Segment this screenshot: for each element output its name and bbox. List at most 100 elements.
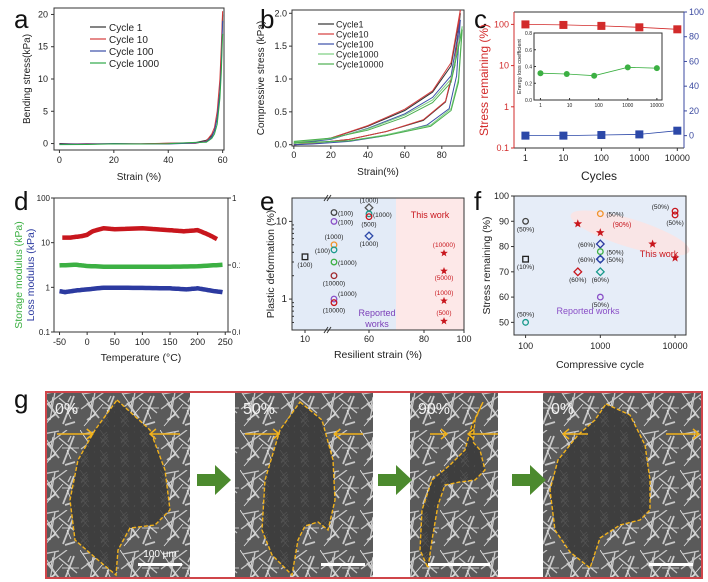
x-tick-label: 100 [518, 341, 533, 351]
y-right-tick-label: 0.1 [232, 261, 240, 270]
x-tick-label: 10 [300, 334, 310, 344]
right-series-marker [597, 131, 606, 140]
y-left-tick-label: 0.1 [39, 328, 51, 337]
scale-bar-2 [428, 563, 490, 566]
chart-f-stress-vs-cycle: 100 1000 10000 50 60 70 80 90 100 Compressive cyc… [481, 191, 690, 371]
x-tick-label: 0 [291, 150, 296, 160]
reported-point-label: (1000) [373, 212, 392, 219]
x-tick-label: 250 [218, 337, 233, 347]
y-tick-label: 20 [38, 9, 48, 19]
reported-point-label: (50%) [606, 212, 623, 219]
y-tick-label: 60 [499, 292, 509, 302]
x-tick-label: 100 [456, 334, 471, 344]
reported-point [595, 239, 606, 249]
panel-label-f: f [474, 186, 482, 216]
y-tick-label: 90 [499, 216, 509, 226]
strain-label-1: 50% [243, 401, 275, 418]
this-work-star [440, 249, 448, 257]
y-left-tick-label: 10 [41, 239, 50, 248]
x-tick-label: 80 [437, 150, 447, 160]
inset-marker [653, 65, 660, 72]
inset-y-tick-label: 0.0 [525, 98, 532, 104]
series-trace-2 [59, 285, 223, 295]
y-tick-label: 10 [38, 74, 48, 84]
y-left-tick-label: 100 [37, 194, 51, 203]
this-work-label: (1000) [435, 290, 454, 297]
reported-works-text: works [364, 319, 389, 329]
reported-works-text: Reported works [556, 306, 620, 316]
reported-point-label: (50%) [592, 302, 609, 309]
y-left-axis-label-storage: Storage modulus (kPa) [13, 221, 25, 328]
reported-point [595, 267, 606, 277]
reported-point-label: (10000) [323, 281, 345, 288]
legend-label-3: Cycle1000 [336, 50, 379, 60]
loading-curve-2 [293, 19, 461, 144]
reported-point [573, 267, 583, 277]
y-right-tick-label: 0.01 [232, 328, 240, 337]
y-tick-label: 1.0 [274, 74, 287, 84]
reported-point-label: (50%) [517, 311, 534, 318]
transition-arrow-2 [512, 465, 546, 495]
unloading-curve-4 [293, 29, 463, 144]
y-left-tick-label: 10 [499, 61, 509, 71]
series-trace-1 [59, 262, 223, 269]
pore-outline-1 [261, 400, 336, 577]
reported-point-label: (1000) [338, 291, 357, 298]
y-axis-label: Stress remaining (%) [481, 216, 493, 314]
reported-point-label: (10000) [323, 308, 345, 315]
pore-outline-3 [549, 403, 651, 570]
legend-label-2: Cycle 100 [109, 47, 154, 58]
reported-point-label: (60%) [569, 277, 586, 284]
reported-point [596, 210, 604, 218]
right-series-marker [635, 130, 644, 139]
x-tick-label: 1000 [590, 341, 610, 351]
inset-marker [537, 70, 544, 77]
y-axis-label: Compressive stress (kPa) [256, 21, 267, 135]
strain-label-0: 0% [55, 401, 78, 418]
this-work-text: This work [411, 210, 450, 220]
reported-point [596, 293, 604, 301]
y-left-axis-label: Stress remaining (%) [477, 24, 491, 136]
y-tick-label: 0.5 [274, 107, 287, 117]
y-tick-label: 2.0 [274, 8, 287, 18]
inset-marker [591, 72, 598, 79]
y-tick-label: 0.0 [274, 140, 287, 150]
legend-label-0: Cycle 1 [109, 23, 143, 34]
strain-label-2: 90% [418, 401, 450, 418]
scale-bar-0 [138, 563, 182, 566]
y-axis-label: Bending stress(kPa) [22, 34, 33, 124]
legend-label-0: Cycle1 [336, 20, 364, 30]
reported-point [596, 255, 604, 263]
compress-arrow-right [466, 428, 498, 440]
reported-point-label: (500) [361, 222, 376, 229]
inset-marker [563, 71, 570, 78]
x-axis-label: Strain(%) [357, 167, 399, 178]
reported-point [596, 248, 604, 256]
this-work-label: (10000) [433, 242, 455, 249]
stress-remaining-marker [635, 23, 644, 32]
x-tick-label: 50 [110, 337, 120, 347]
y-tick-label: 80 [499, 242, 509, 252]
x-axis-label: Compressive cycle [556, 359, 644, 371]
plot-frame [291, 197, 465, 331]
x-tick-label: 200 [190, 337, 205, 347]
axis-break-bottom [323, 326, 332, 334]
inset-x-tick-label: 1 [539, 103, 542, 109]
x-tick-label: 1 [523, 153, 528, 163]
x-tick-label: 60 [218, 155, 228, 165]
compress-arrow-left [430, 428, 449, 440]
panel-label-c: c [474, 4, 487, 34]
x-axis-label: Resilient strain (%) [334, 349, 422, 361]
y-tick-label: 1 [281, 294, 287, 305]
stress-remaining-marker [597, 21, 606, 30]
x-tick-label: 150 [162, 337, 177, 347]
x-tick-label: 60 [364, 334, 374, 344]
x-axis-label: Temperature (°C) [101, 352, 182, 364]
series-trace-0 [62, 226, 219, 242]
y-left-tick-label: 1 [46, 283, 51, 292]
legend-label-4: Cycle10000 [336, 60, 384, 70]
x-tick-label: 20 [326, 150, 336, 160]
reported-point [330, 272, 338, 280]
y-right-tick-label: 0 [689, 131, 694, 141]
reported-point-label: (100) [297, 262, 312, 269]
